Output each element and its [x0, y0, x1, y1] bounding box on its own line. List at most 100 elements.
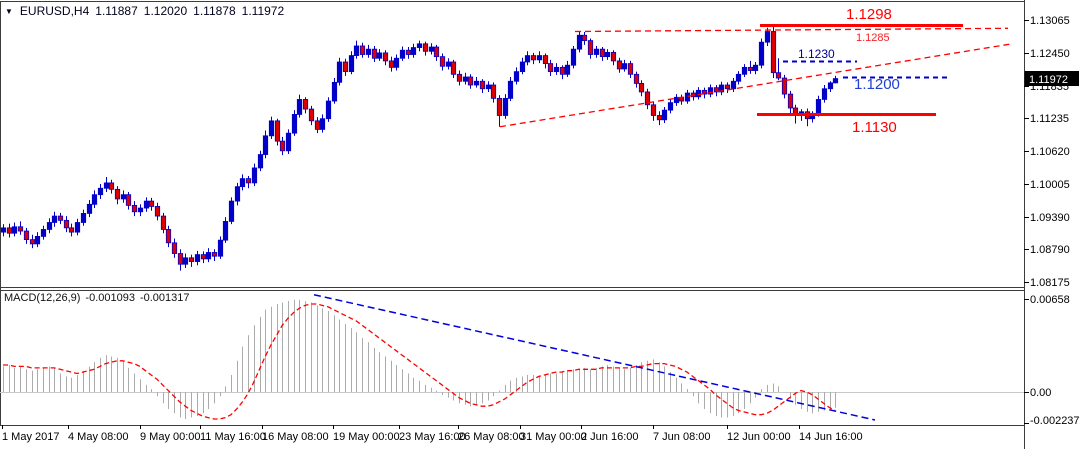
bear-candle-body: [29, 239, 36, 245]
bull-candle-body: [103, 182, 110, 189]
bear-candle-body: [656, 115, 663, 121]
bull-candle-body: [485, 84, 492, 90]
price-tick-label: 1.08175: [1030, 277, 1070, 289]
bear-candle-body: [781, 77, 788, 95]
ascending-support-trendline[interactable]: [499, 43, 1013, 128]
bull-candle-body: [764, 31, 771, 43]
price-axis[interactable]: 1.13065 1.12450 1.11835 1.11235 1.10620 …: [1024, 15, 1079, 289]
bear-candle-body: [787, 93, 794, 109]
bull-candle-body: [34, 236, 41, 245]
bull-candle-body: [353, 45, 360, 56]
bear-candle-body: [559, 66, 566, 75]
bear-candle-body: [770, 31, 777, 74]
macd-trendline-layer[interactable]: [313, 293, 876, 421]
bull-candle-body: [11, 226, 18, 234]
bull-candle-body: [570, 48, 577, 66]
analysis-overlays-layer[interactable]: [499, 24, 1013, 128]
bull-candle-body: [143, 200, 150, 209]
macd-params: MACD(12,26,9): [4, 292, 81, 304]
macd-indicator-label: MACD(12,26,9) -0.001093 -0.001317: [4, 292, 195, 304]
resistance-1298-label[interactable]: 1.1298: [846, 6, 892, 23]
bull-candle-body: [684, 92, 691, 102]
level-1285-label[interactable]: 1.1285: [856, 32, 890, 44]
bull-candle-body: [336, 61, 343, 83]
bull-candle-body: [51, 215, 58, 223]
bear-candle-body: [775, 72, 782, 79]
bear-candle-body: [125, 194, 132, 206]
level-1200-label[interactable]: 1.1200: [854, 76, 900, 93]
bull-candle-body: [182, 257, 189, 265]
macd-histogram-layer[interactable]: [3, 299, 836, 419]
level-1230-label[interactable]: 1.1230: [798, 47, 835, 61]
bear-candle-body: [439, 56, 446, 67]
bull-candle-body: [735, 73, 742, 82]
bull-candle-body: [205, 252, 212, 260]
time-tick-label: 26 May 08:00: [458, 431, 525, 443]
bear-candle-body: [581, 34, 588, 41]
bull-candle-body: [325, 100, 332, 120]
bull-candle-body: [507, 80, 514, 99]
bear-candle-body: [23, 230, 30, 241]
bear-candle-body: [616, 60, 623, 70]
bear-candle-body: [68, 227, 75, 233]
bear-candle-body: [274, 120, 281, 142]
macd-tick-label: -0.002237: [1030, 415, 1079, 427]
bull-candle-body: [462, 76, 469, 82]
bull-candle-body: [416, 43, 423, 48]
bear-candle-body: [638, 82, 645, 93]
price-tick-label: 1.13065: [1030, 15, 1070, 27]
upper-resistance-trendline[interactable]: [574, 27, 1009, 33]
bear-candle-body: [490, 84, 497, 99]
bear-candle-body: [171, 242, 178, 254]
macd-descending-trendline[interactable]: [313, 293, 876, 421]
macd-axis[interactable]: 0.00658 0.00 -0.002237: [1030, 294, 1079, 427]
bull-candle-body: [262, 135, 269, 155]
bear-candle-body: [308, 108, 315, 122]
bear-candle-body: [17, 226, 24, 232]
price-tick-label: 1.10620: [1030, 146, 1070, 158]
bear-candle-body: [245, 178, 252, 184]
time-tick-label: 19 May 00:00: [333, 431, 400, 443]
time-tick-label: 2 Jun 16:00: [581, 431, 639, 443]
bull-candle-body: [257, 154, 264, 169]
bull-candle-body: [604, 51, 611, 58]
bear-candle-body: [547, 63, 554, 73]
bull-candle-body: [661, 109, 668, 121]
bear-candle-body: [188, 257, 195, 262]
bear-candle-body: [114, 188, 121, 200]
bear-candle-body: [200, 254, 207, 260]
time-tick-label: 9 May 00:00: [140, 431, 201, 443]
bull-candle-body: [0, 227, 7, 233]
symbol-label: EURUSD,H4: [19, 4, 90, 18]
bull-candle-body: [365, 48, 372, 55]
bull-candle-body: [393, 57, 400, 68]
bear-candle-body: [587, 40, 594, 55]
bear-candle-body: [467, 76, 474, 86]
time-tick-label: 12 Jun 00:00: [727, 431, 791, 443]
time-tick-label: 14 Jun 16:00: [799, 431, 863, 443]
bear-candle-body: [747, 66, 754, 71]
bull-candle-body: [815, 99, 822, 114]
time-tick-label: 23 May 16:00: [399, 431, 466, 443]
bull-candle-body: [331, 81, 338, 102]
time-tick-label: 11 May 16:00: [200, 431, 266, 443]
bear-candle-body: [644, 91, 651, 106]
bull-candle-body: [473, 80, 480, 86]
time-axis[interactable]: 1 May 2017 4 May 08:00 9 May 00:00 11 Ma…: [2, 431, 863, 443]
bear-candle-body: [627, 63, 634, 75]
bull-candle-body: [502, 97, 509, 116]
bull-candle-body: [553, 66, 560, 73]
bear-candle-body: [342, 61, 349, 73]
bull-candle-body: [513, 71, 520, 82]
bull-candle-body: [564, 64, 571, 75]
bull-candle-body: [730, 80, 737, 90]
price-tick-label: 1.10005: [1030, 179, 1070, 191]
candles-layer[interactable]: [0, 25, 839, 271]
time-tick-label: 7 Jun 08:00: [653, 431, 711, 443]
bear-candle-body: [388, 60, 395, 68]
support-1130-label[interactable]: 1.1130: [852, 119, 897, 136]
bear-candle-body: [530, 55, 537, 61]
bull-candle-body: [296, 99, 303, 115]
price-tick-label: 1.12450: [1030, 48, 1070, 60]
